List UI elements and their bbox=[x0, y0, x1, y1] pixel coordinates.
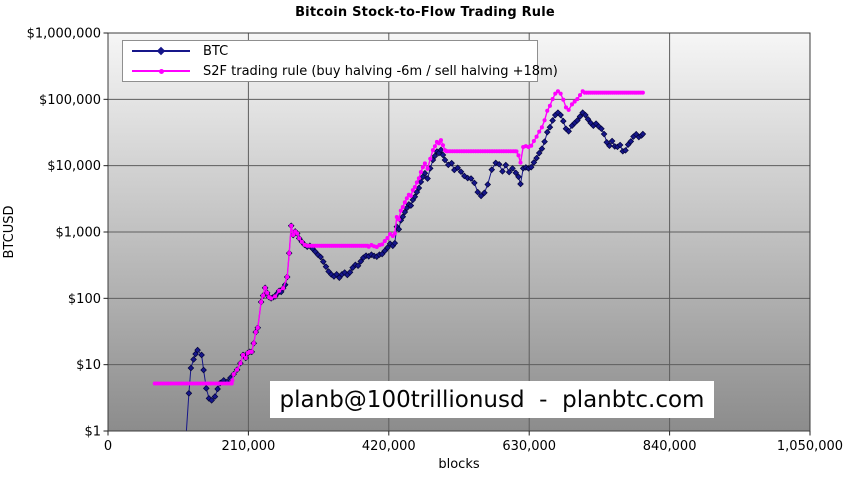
x-tick-label: 630,000 bbox=[502, 439, 556, 454]
y-tick-label: $1,000,000 bbox=[27, 27, 101, 42]
legend-item-s2f-rule: S2F trading rule (buy halving -6m / sell… bbox=[132, 62, 558, 80]
y-tick-label: $100,000 bbox=[39, 93, 101, 108]
x-tick-label: 210,000 bbox=[222, 439, 276, 454]
y-tick-label: $100 bbox=[68, 292, 101, 307]
gridlines bbox=[108, 33, 810, 431]
legend-label-btc: BTC bbox=[203, 43, 229, 59]
chart-title: Bitcoin Stock-to-Flow Trading Rule bbox=[295, 5, 555, 20]
y-tick-label: $1,000 bbox=[56, 226, 102, 241]
legend-sample-s2f bbox=[132, 65, 190, 77]
legend-sample-btc bbox=[132, 45, 190, 57]
diamond-marker-icon bbox=[156, 46, 166, 56]
y-axis-title: BTCUSD bbox=[2, 205, 17, 259]
watermark: planb@100trillionusd - planbtc.com bbox=[270, 381, 714, 418]
tick-marks bbox=[103, 32, 811, 436]
series-group bbox=[152, 89, 647, 431]
y-tick-label: $1 bbox=[84, 425, 101, 440]
x-tick-label: 0 bbox=[104, 439, 112, 454]
tick-labels: $1 $10 $100 $1,000 $10,000 $100,000 $1,000,000… bbox=[27, 27, 844, 455]
x-tick-label: 1,050,000 bbox=[777, 439, 843, 454]
x-tick-label: 420,000 bbox=[362, 439, 416, 454]
btc-series-markers bbox=[185, 109, 647, 431]
legend-item-btc: BTC bbox=[132, 42, 537, 60]
legend-label-s2f: S2F trading rule (buy halving -6m / sell… bbox=[203, 63, 558, 79]
dot-marker-icon bbox=[158, 68, 164, 74]
y-tick-label: $10 bbox=[76, 358, 101, 373]
s2f-series-markers bbox=[152, 89, 645, 386]
x-axis-title: blocks bbox=[438, 457, 480, 472]
y-tick-label: $10,000 bbox=[47, 159, 101, 174]
x-tick-label: 840,000 bbox=[643, 439, 697, 454]
legend: BTC S2F trading rule (buy halving -6m / … bbox=[122, 40, 558, 82]
